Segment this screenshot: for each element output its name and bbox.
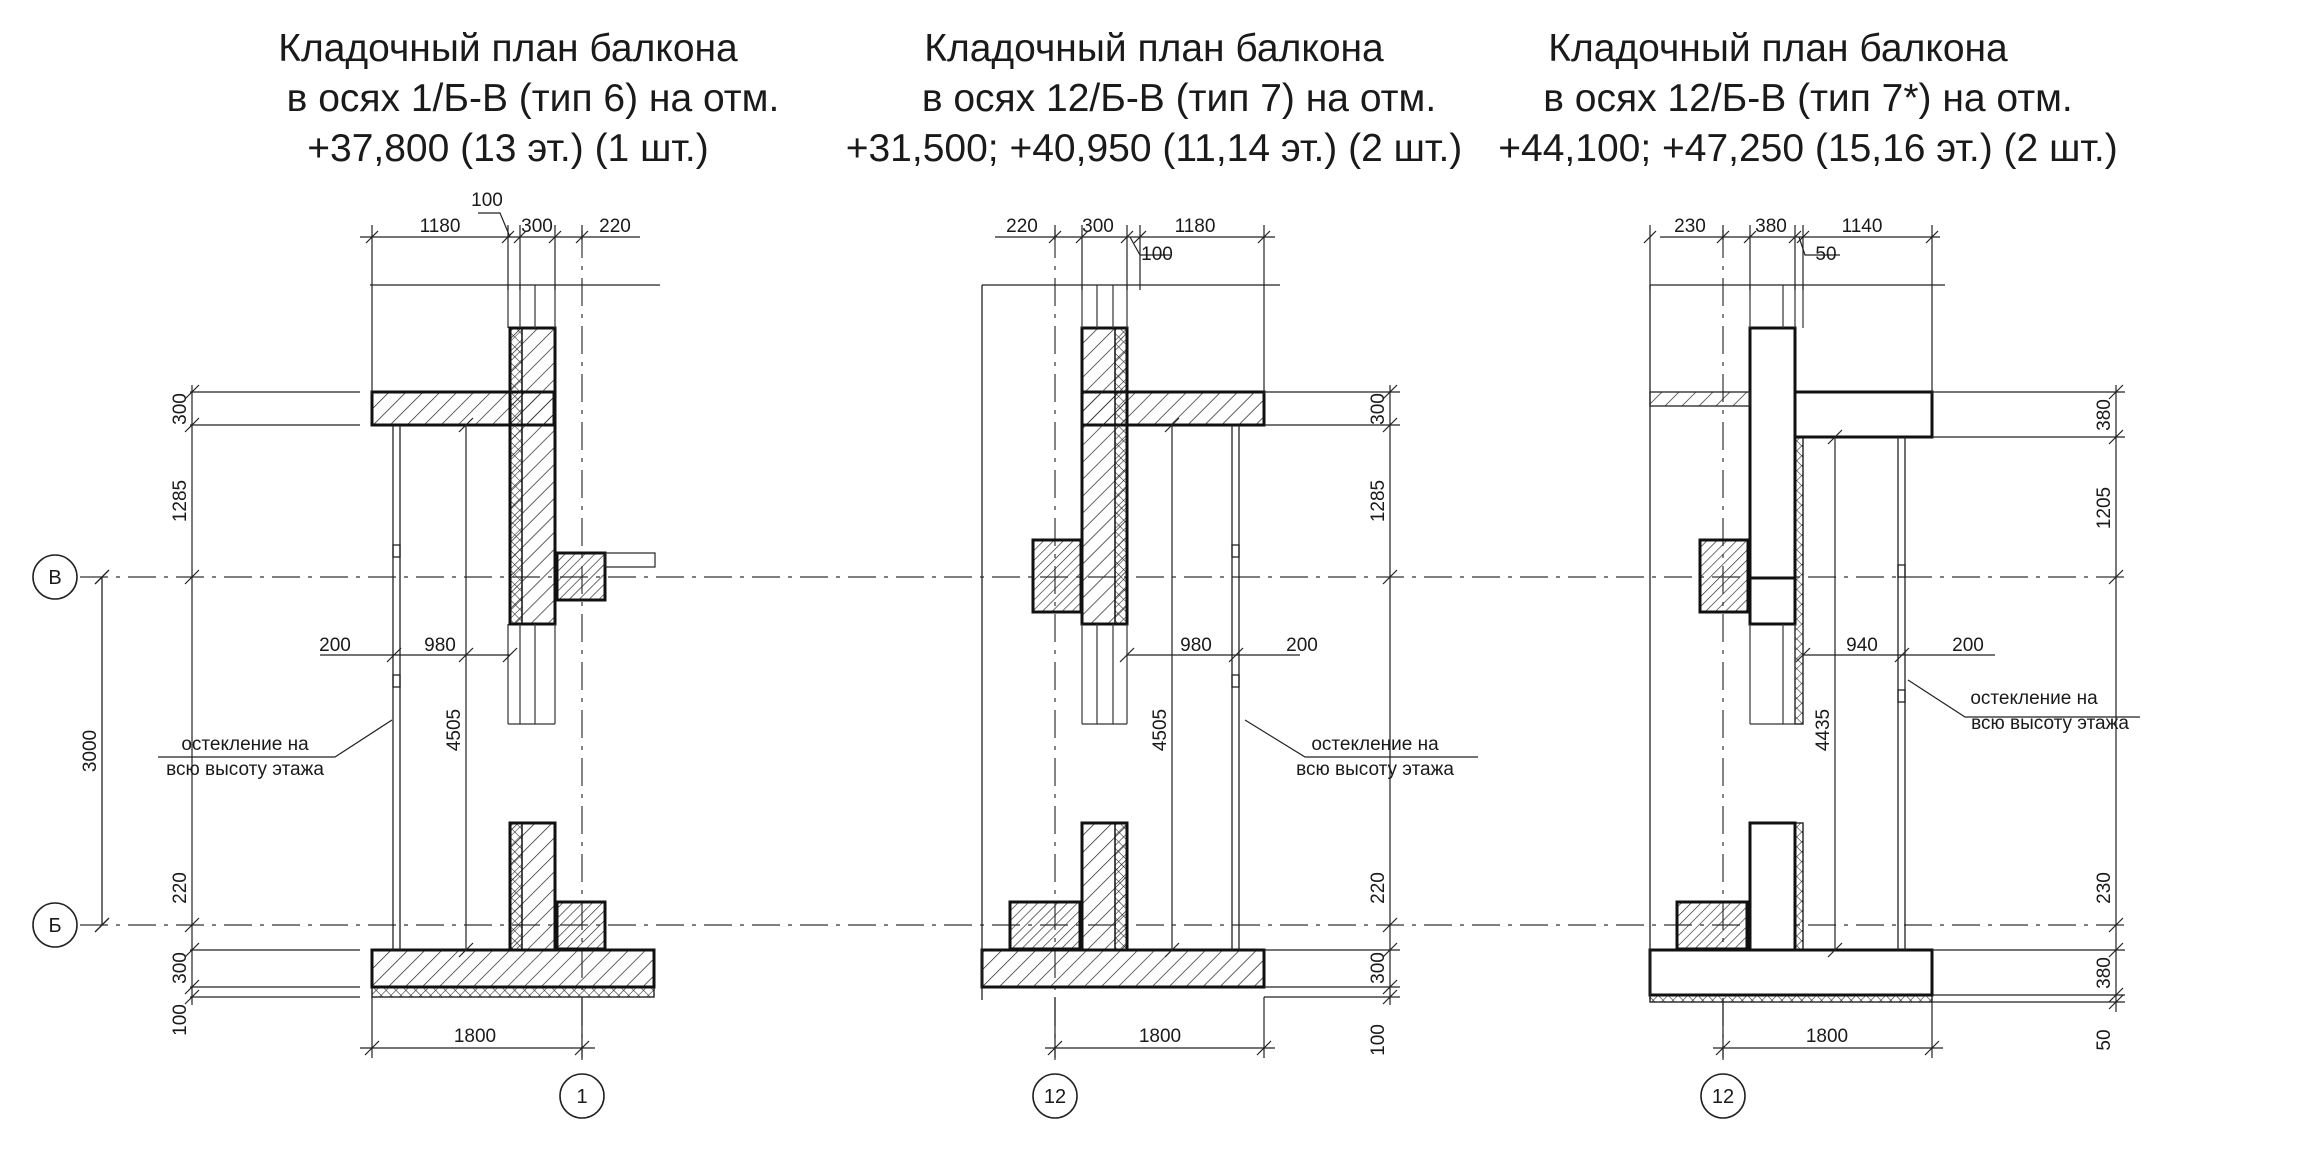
dim-300-top: 300 (1368, 393, 1389, 425)
plan-title-line: +37,800 (13 эт.) (1 шт.) (307, 127, 709, 170)
axis-label-v: В (48, 567, 61, 589)
column (1008, 900, 1082, 951)
bottom-wall (1648, 948, 1934, 997)
dim-1285: 1285 (1368, 480, 1389, 522)
plan-title-line: в осях 12/Б-В (тип 7*) на отм. (1543, 77, 2073, 120)
plan-title-line: +31,500; +40,950 (11,14 эт.) (2 шт.) (845, 127, 1463, 170)
glazing-note-line: остекление на (1970, 688, 2098, 709)
dim-220: 220 (599, 216, 631, 237)
plan-title-line: в осях 12/Б-В (тип 7) на отм. (921, 77, 1437, 120)
bottom-insulation (371, 986, 655, 998)
dim-230: 230 (1674, 216, 1706, 237)
dim-230-bottom: 230 (2094, 872, 2115, 904)
column (555, 551, 607, 602)
axis-label-12: 12 (1044, 1086, 1066, 1108)
dim-1800: 1800 (1806, 1026, 1848, 1047)
bottom-partition (1748, 821, 1797, 952)
dim-50: 50 (1815, 244, 1836, 265)
glazing (1231, 425, 1240, 950)
column (1031, 538, 1083, 614)
dim-100-bottom: 100 (1368, 1024, 1389, 1056)
column (555, 900, 607, 951)
plan-title-2: Кладочный план балкона в осях 12/Б-В (ти… (704, 24, 1604, 174)
note-leader (158, 719, 393, 758)
insulation-layer (509, 327, 523, 625)
plan-title-line: Кладочный план балкона (924, 27, 1384, 70)
glazing-note-line: остекление на (1311, 734, 1439, 755)
dim-4505: 4505 (444, 709, 465, 751)
dim-220: 220 (1006, 216, 1038, 237)
dim-300: 300 (1082, 216, 1114, 237)
glazing-note-line: всю высоту этажа (166, 759, 324, 780)
axis-bubble-b: Б (32, 902, 78, 948)
axis-label-12: 12 (1712, 1086, 1734, 1108)
glazing (392, 425, 401, 950)
dim-1180: 1180 (1175, 216, 1216, 237)
dim-300: 300 (521, 216, 553, 237)
note-leader (1907, 679, 2140, 718)
dim-380: 380 (1755, 216, 1787, 237)
dim-1285: 1285 (170, 480, 191, 522)
axis-bubble-12 (1032, 1073, 1078, 1119)
plan-3: 12 (1643, 216, 2140, 1119)
glazing-note-line: всю высоту этажа (1296, 759, 1454, 780)
column (1698, 538, 1750, 614)
dim-220-bottom: 220 (1368, 872, 1389, 904)
dim-1800: 1800 (454, 1026, 496, 1047)
dim-300-bottom: 300 (1368, 952, 1389, 984)
overall-dimension-3000 (94, 569, 110, 933)
plan-title-line: в осях 1/Б-В (тип 6) на отм. (286, 77, 780, 120)
dim-1800: 1800 (1139, 1026, 1181, 1047)
dim-980: 980 (1180, 635, 1212, 656)
dim-1140: 1140 (1842, 216, 1883, 237)
dim-200: 200 (319, 635, 351, 656)
bottom-insulation (1649, 994, 1933, 1003)
column (1675, 900, 1749, 951)
dim-100-bottom: 100 (170, 1004, 191, 1036)
dim-380-top: 380 (2094, 399, 2115, 431)
glazing-note-line: всю высоту этажа (1971, 713, 2129, 734)
axis-label-1: 1 (576, 1086, 587, 1108)
plan-title-3: Кладочный план балкона в осях 12/Б-В (ти… (1358, 24, 2258, 174)
dim-50-bottom: 50 (2094, 1029, 2115, 1050)
glazing (1897, 437, 1906, 950)
axis-bubble-1 (559, 1073, 605, 1119)
plan-title-line: Кладочный план балкона (1548, 27, 2008, 70)
glazing-note-line: остекление на (181, 734, 309, 755)
dim-200: 200 (1952, 635, 1984, 656)
axis-bubble-12 (1700, 1073, 1746, 1119)
bottom-wall (980, 948, 1266, 989)
plan-2: 12 (980, 216, 1478, 1119)
top-wall (1793, 390, 1934, 439)
dim-4505: 4505 (1150, 709, 1171, 751)
dim-3000: 3000 (80, 730, 101, 772)
dim-300-top: 300 (170, 393, 191, 425)
dim-980: 980 (424, 635, 456, 656)
axis-bubble-v: В (32, 554, 78, 600)
insulation-layer (1794, 436, 1804, 725)
partition-wall (1748, 326, 1797, 626)
axis-label-b: Б (48, 915, 61, 937)
plan-title-1: Кладочный план балкона в осях 1/Б-В (тип… (158, 24, 858, 174)
dim-220-bottom: 220 (170, 872, 191, 904)
bottom-wall (370, 948, 656, 989)
dim-300-bottom: 300 (170, 952, 191, 984)
insulation-layer (1114, 327, 1128, 625)
dim-1205: 1205 (2094, 487, 2115, 529)
dim-4435: 4435 (1813, 709, 1834, 751)
dim-100: 100 (1141, 244, 1173, 265)
note-leader (1244, 719, 1478, 758)
plan-title-line: Кладочный план балкона (278, 27, 738, 70)
plan-1: 1 (158, 190, 660, 1119)
dim-1180: 1180 (420, 216, 461, 237)
plan-title-line: +44,100; +47,250 (15,16 эт.) (2 шт.) (1498, 127, 2118, 170)
dim-200: 200 (1286, 635, 1318, 656)
dim-100: 100 (471, 190, 503, 211)
dim-940: 940 (1846, 635, 1878, 656)
dim-380-bottom: 380 (2094, 957, 2115, 989)
